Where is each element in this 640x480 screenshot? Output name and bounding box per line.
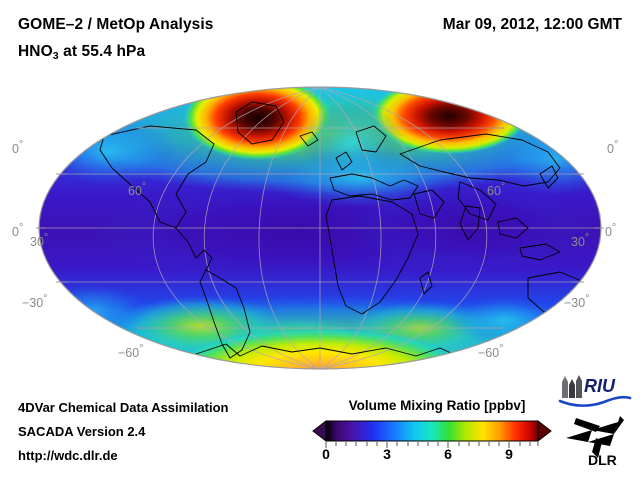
lat-ticks bbox=[36, 127, 604, 329]
lat-label-eq-left: 0° bbox=[12, 139, 24, 156]
riu-wave-icon bbox=[558, 395, 632, 407]
colorbar-gradient bbox=[325, 420, 539, 442]
world-map: 60° 60° 30° 30° 0° 0° −30° −30° −60° −60… bbox=[0, 82, 640, 382]
colorbar-tick-0: 0 bbox=[322, 446, 330, 462]
species-name: HNO bbox=[18, 43, 53, 60]
lat-label-30s-right: −30° bbox=[564, 293, 590, 310]
footer-line-3[interactable]: http://wdc.dlr.de bbox=[18, 448, 118, 463]
colorbar-tick-3: 3 bbox=[383, 446, 391, 462]
lat-label-30n-left: 30° bbox=[30, 232, 49, 249]
colorbar-cap-low bbox=[312, 419, 327, 443]
colorbar-cap-high bbox=[537, 419, 552, 443]
colorbar-tick-9: 9 bbox=[505, 446, 513, 462]
dlr-logo: DLR bbox=[566, 416, 624, 468]
lat-label-30n-right: 30° bbox=[571, 232, 590, 249]
lat-label-60n-left: 60° bbox=[128, 181, 147, 198]
lat-label-60s-right: −60° bbox=[478, 343, 504, 360]
footer-line-2: SACADA Version 2.4 bbox=[18, 424, 146, 439]
lat-label-60n-right: 60° bbox=[487, 181, 506, 198]
map-svg bbox=[36, 86, 604, 370]
coastlines bbox=[99, 101, 601, 369]
lat-label-equator-right: 0° bbox=[605, 222, 617, 239]
species-level: at 55.4 hPa bbox=[58, 43, 146, 60]
colorbar-ticks bbox=[325, 442, 539, 448]
colorbar-svg bbox=[312, 419, 552, 448]
colorbar-title: Volume Mixing Ratio [ppbv] bbox=[348, 398, 526, 413]
instrument-title: GOME–2 / MetOp Analysis bbox=[18, 16, 214, 33]
riu-towers-icon bbox=[562, 375, 582, 398]
lat-label-30s-left: −30° bbox=[22, 293, 48, 310]
footer-line-1: 4DVar Chemical Data Assimilation bbox=[18, 400, 229, 415]
riu-logo: RIU bbox=[558, 375, 632, 407]
lat-label-60s-left: −60° bbox=[118, 343, 144, 360]
dlr-wordmark: DLR bbox=[588, 452, 617, 468]
species-subscript: 3 bbox=[52, 49, 59, 62]
colorbar-tick-6: 6 bbox=[444, 446, 452, 462]
timestamp-label: Mar 09, 2012, 12:00 GMT bbox=[442, 16, 622, 33]
data-field bbox=[39, 87, 601, 369]
graticule bbox=[39, 87, 601, 369]
riu-wordmark: RIU bbox=[584, 376, 616, 396]
dlr-mark-icon bbox=[566, 416, 624, 458]
species-title: HNO3 at 55.4 hPa bbox=[18, 43, 145, 62]
lat-label-equator-left: 0° bbox=[12, 222, 24, 239]
colorbar: 0 3 6 9 bbox=[312, 418, 552, 468]
lat-label-eq-right: 0° bbox=[607, 139, 619, 156]
